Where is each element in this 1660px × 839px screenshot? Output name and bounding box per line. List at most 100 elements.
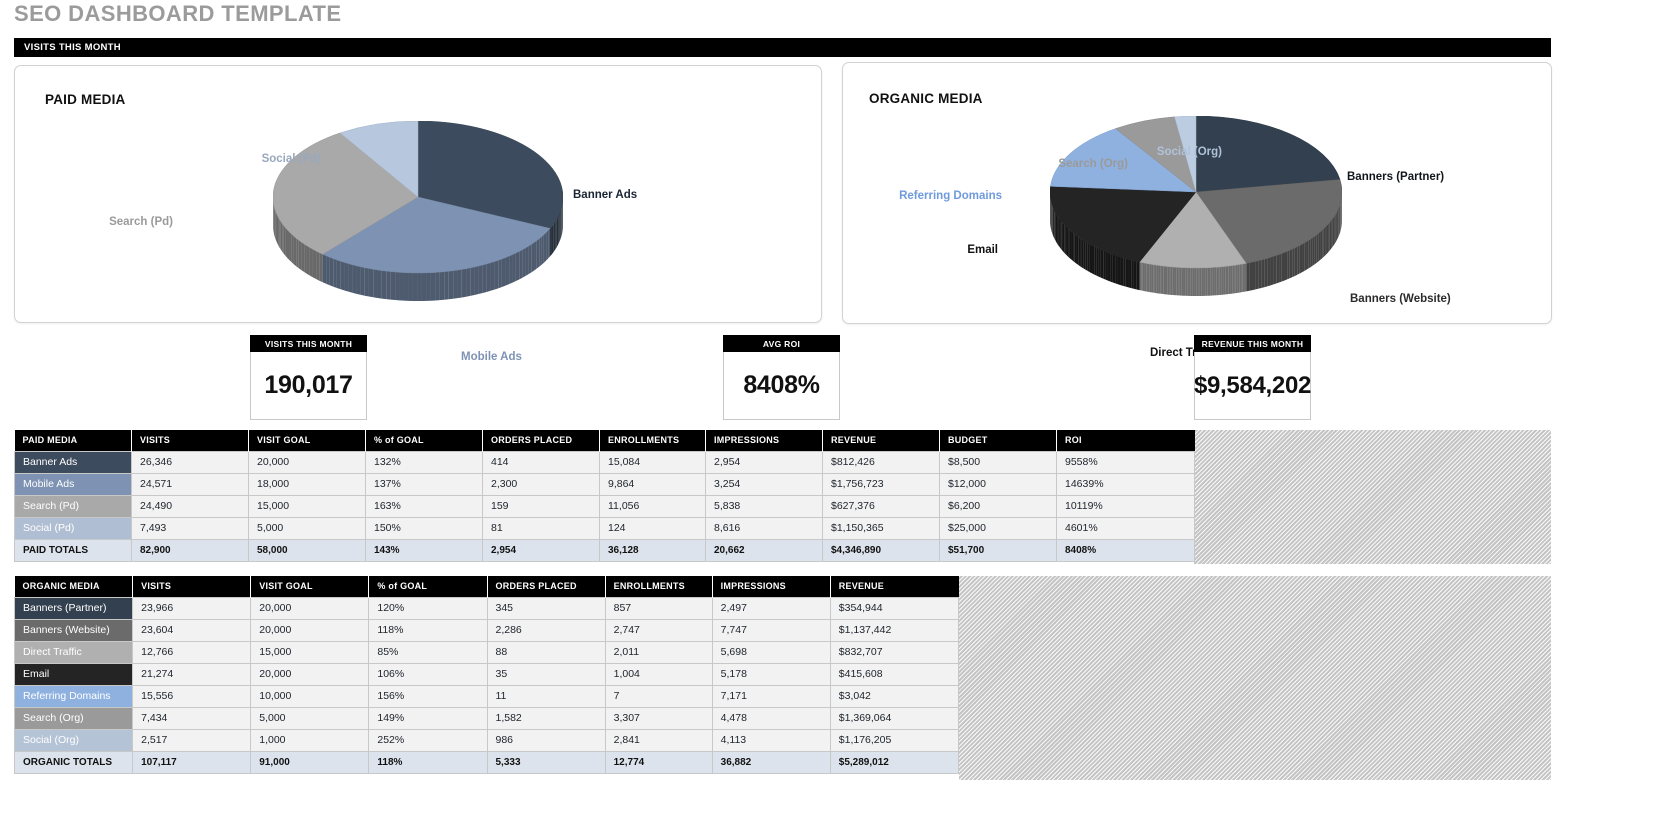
organic-media-table: ORGANIC MEDIA VISITS VISIT GOAL% of GOAL OR… (13, 576, 960, 774)
pie-slice-side (548, 228, 551, 259)
pie-slice-side (1156, 265, 1159, 294)
pie-slice-side (1304, 241, 1307, 271)
pie-slice-side (395, 272, 400, 301)
pie-slice-side (1316, 233, 1319, 263)
pie-slice-side (1174, 267, 1177, 296)
pie-slice-side (1232, 265, 1235, 294)
organic-cell: $1,176,205 (829, 728, 960, 752)
paid-media-chart-card: PAID MEDIA Banner Ads Mobile Ads Search (P… (14, 65, 822, 363)
paid-cell: 132% (365, 450, 483, 474)
pie-slice-side (1214, 267, 1217, 296)
organic-cell: 1,582 (486, 706, 606, 730)
organic-cell: 857 (604, 596, 713, 620)
paid-col-header: BUDGET (939, 430, 1057, 451)
pie-slice-side (1225, 266, 1228, 295)
pie-slice-side (1153, 264, 1155, 293)
pie-slice-side (1061, 221, 1063, 252)
pie-slice-side (1326, 224, 1329, 254)
pie-slice-side (412, 272, 418, 301)
pie-label: Banner Ads (573, 189, 638, 201)
organic-col-header: IMPRESSIONS (712, 576, 831, 597)
paid-cell: 15,000 (248, 494, 366, 518)
organic-cell: $1,369,064 (829, 706, 960, 730)
pie-slice-side (466, 267, 471, 297)
paid-totals-cell: 58,000 (248, 538, 366, 562)
organic-row-label: Direct Traffic (13, 640, 134, 664)
pie-slice-side (1128, 259, 1132, 289)
pie-slice-side (1131, 260, 1134, 289)
organic-cell: 35 (486, 662, 606, 686)
pie-slice-side (1170, 266, 1173, 296)
paid-cell: 26,346 (131, 450, 249, 474)
paid-cell: $812,426 (822, 450, 940, 474)
pie-slice-side (536, 238, 540, 269)
pie-slice-side (525, 246, 529, 277)
pie-slice-side (439, 271, 445, 301)
organic-media-chart-card: ORGANIC MEDIA Banners (Partner) Banners (… (842, 62, 1552, 359)
organic-cell: 7,171 (711, 684, 831, 708)
pie-slice-side (344, 262, 349, 292)
paid-totals-cell: 20,662 (705, 538, 823, 562)
pie-slice-side (1105, 251, 1108, 281)
pie-slice-side (1255, 260, 1259, 290)
paid-cell: 81 (482, 516, 600, 540)
pie-slice (1174, 115, 1197, 193)
organic-cell: 88 (486, 640, 606, 664)
pie-slice-side (274, 207, 276, 239)
pie-slice-side (1306, 240, 1309, 270)
pie-slice-side (399, 272, 404, 301)
pie-slice-side (340, 261, 345, 291)
paid-table-header-row: PAID MEDIA VISITS VISIT GOAL% of GOAL ORDER… (14, 430, 1195, 451)
pie-slice-side (373, 269, 378, 298)
paid-cell: 124 (599, 516, 706, 540)
pie-slice-side (1284, 251, 1288, 281)
section-bar-label: VISITS THIS MONTH (24, 42, 121, 53)
organic-cell: $832,707 (829, 640, 960, 664)
pie-slice-side (283, 225, 286, 257)
pie-slice-side (457, 269, 462, 299)
pie-slice-side (293, 236, 297, 267)
pie-slice-side (444, 271, 449, 300)
pie-slice-side (279, 219, 281, 250)
pie-slice-side (306, 245, 310, 276)
pie-slice-side (1136, 261, 1140, 291)
pie-slice-side (1322, 228, 1324, 259)
pie-slice-side (1212, 267, 1215, 296)
paid-cell: 159 (482, 494, 600, 518)
pie-slice-side (1062, 223, 1065, 253)
pie-slice-side (1052, 205, 1053, 235)
pie-slice-side (1139, 262, 1142, 291)
organic-totals-cell: 107,117 (132, 750, 252, 774)
pie-slice-side (1078, 236, 1081, 267)
pie-slice-side (304, 244, 307, 274)
paid-totals-label: PAID TOTALS (14, 538, 132, 562)
paid-col-header: ORDERS PLACED (482, 430, 600, 451)
organic-cell: 2,286 (486, 618, 606, 642)
pie-slice-side (1312, 236, 1315, 266)
pie-slice-side (1052, 206, 1054, 237)
organic-cell: 15,000 (250, 640, 370, 664)
paid-col-header: ENROLLMENTS (599, 430, 706, 451)
table-row: Social (Pd) 7,493 5,000 150% 81 124 8,616 $1,15… (14, 516, 1195, 540)
pie-slice-side (1055, 212, 1057, 243)
pie-slice-side (322, 254, 327, 284)
pie-slice-side (1199, 267, 1202, 296)
organic-row-label: Banners (Website) (13, 618, 134, 642)
pie-slice-side (1073, 233, 1075, 263)
pie-slice-side (1057, 215, 1059, 246)
organic-totals-cell: 36,882 (711, 750, 831, 774)
pie-slice-side (1059, 218, 1061, 249)
pie-slice-side (1181, 267, 1184, 296)
pie-slice-side (1210, 267, 1213, 296)
pie-slice-side (551, 223, 554, 255)
pie-slice-side (1123, 257, 1126, 287)
pie-slice-side (1198, 267, 1200, 296)
pie-slice-side (435, 272, 440, 301)
table-row: Banners (Website) 23,604 20,000 118% 2,286 2,… (13, 618, 960, 642)
organic-cell: 5,698 (711, 640, 831, 664)
pie-slice-side (1060, 220, 1062, 250)
organic-cell: 4,478 (711, 706, 831, 730)
page-title: SEO DASHBOARD TEMPLATE (14, 1, 342, 26)
paid-cell: 18,000 (248, 472, 366, 496)
paid-cell: 9558% (1056, 450, 1195, 474)
